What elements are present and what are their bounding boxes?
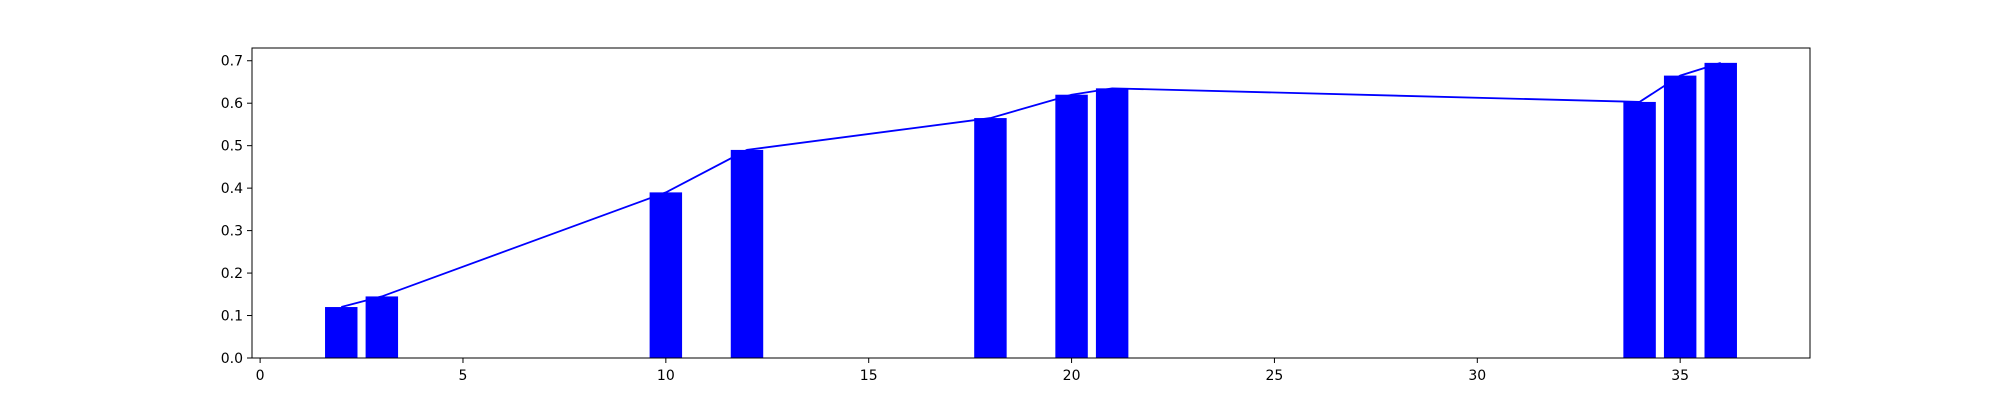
bar — [325, 307, 358, 358]
bar — [974, 118, 1007, 358]
bar — [649, 192, 683, 358]
x-axis: 0 5 10 15 20 25 30 35 — [256, 358, 1689, 384]
y-tick-label: 0.6 — [221, 96, 243, 112]
x-tick-label: 15 — [860, 368, 878, 384]
y-tick-label: 0.7 — [221, 54, 243, 70]
bar — [1055, 94, 1088, 358]
x-tick-label: 0 — [256, 368, 265, 384]
bars-layer — [325, 62, 1737, 359]
y-tick-label: 0.5 — [221, 139, 243, 155]
x-tick-label: 35 — [1671, 368, 1689, 384]
y-axis: 0.0 0.1 0.2 0.3 0.4 0.5 0.6 0.7 — [221, 54, 252, 367]
x-tick-label: 30 — [1468, 368, 1486, 384]
bar — [1623, 101, 1656, 358]
y-tick-label: 0.0 — [221, 351, 243, 367]
x-tick-label: 10 — [657, 368, 675, 384]
y-tick-label: 0.1 — [221, 309, 243, 325]
x-tick-label: 5 — [459, 368, 468, 384]
series-line — [341, 62, 1722, 308]
x-tick-label: 25 — [1266, 368, 1284, 384]
line-layer — [341, 62, 1722, 308]
x-tick-label: 20 — [1063, 368, 1081, 384]
bar — [1095, 88, 1129, 358]
y-tick-label: 0.4 — [221, 181, 243, 197]
bar — [365, 296, 399, 358]
bar — [730, 149, 764, 358]
y-tick-label: 0.2 — [221, 266, 243, 282]
plot-frame — [251, 47, 1811, 359]
bar — [1663, 75, 1697, 359]
bar — [1704, 62, 1737, 359]
y-tick-label: 0.3 — [221, 224, 243, 240]
